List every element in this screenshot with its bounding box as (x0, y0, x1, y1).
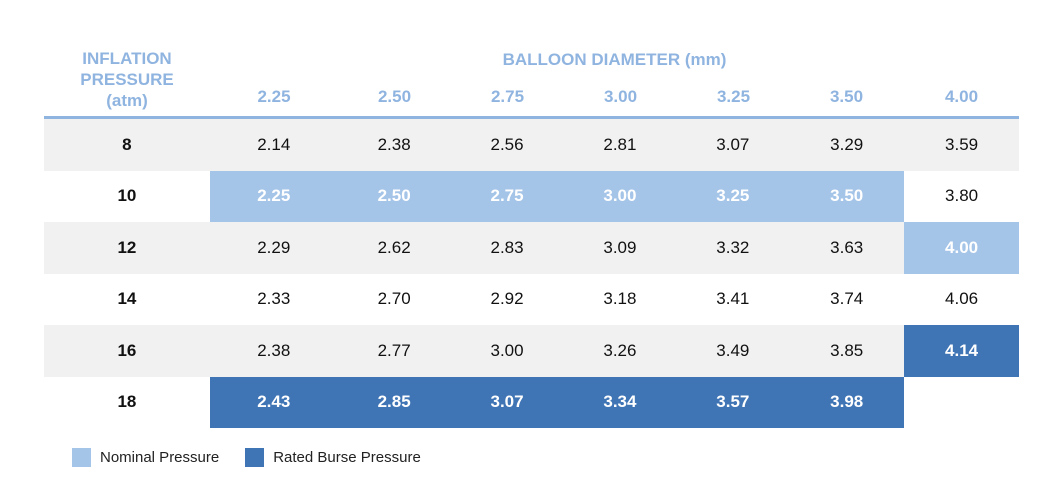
diameter-cell: 2.56 (490, 134, 524, 154)
nominal-swatch (72, 448, 91, 467)
diameter-cell: 3.49 (716, 340, 750, 360)
table-row: 10 2.25 2.50 2.75 3.00 3.25 3.50 3.80 (44, 170, 1019, 222)
diameter-cell: 4.06 (945, 289, 979, 309)
table-row: 16 2.38 2.77 3.00 3.26 3.49 3.85 4.14 (44, 325, 1020, 377)
header-divider (44, 116, 1019, 119)
row-axis-title-line-2: PRESSURE (80, 70, 174, 89)
diameter-cell: 2.70 (377, 289, 411, 309)
pressure-cell: 8 (122, 134, 132, 154)
compliance-table: 8 2.14 2.38 2.56 2.81 3.07 3.29 3.59 10 … (44, 119, 1020, 428)
row-axis-title-line-1: INFLATION (82, 49, 172, 68)
diameter-cell: 3.18 (603, 289, 637, 309)
legend-item-rated-burst: Rated Burse Pressure (245, 448, 421, 467)
diameter-cell: 2.77 (377, 340, 411, 360)
table-row: 12 2.29 2.62 2.83 3.09 3.32 3.63 4.00 (44, 222, 1020, 274)
column-header-diameter: 3.50 (829, 87, 864, 106)
diameter-cell: 2.62 (377, 237, 411, 257)
diameter-cell: 2.33 (257, 289, 291, 309)
diameter-cell: 3.25 (676, 170, 790, 222)
diameter-cell: 2.29 (257, 237, 291, 257)
column-header-diameter: 2.25 (257, 87, 291, 106)
diameter-cell: 2.38 (257, 340, 291, 360)
column-axis-title: BALLOON DIAMETER (mm) (502, 50, 727, 69)
diameter-cell: 4.14 (904, 325, 1020, 377)
diameter-cell: 3.32 (716, 237, 750, 257)
diameter-cell: 2.81 (603, 134, 637, 154)
diameter-cell: 2.85 (337, 376, 451, 428)
diameter-cell: 3.00 (490, 340, 524, 360)
legend-label-nominal: Nominal Pressure (100, 449, 220, 466)
diameter-cell: 3.26 (603, 340, 637, 360)
diameter-cell: 3.57 (676, 376, 790, 428)
table-row: 18 2.43 2.85 3.07 3.34 3.57 3.98 (44, 376, 1020, 428)
table-row: 14 2.33 2.70 2.92 3.18 3.41 3.74 4.06 (44, 274, 1019, 326)
diameter-cell: 2.38 (377, 134, 411, 154)
diameter-cell: 2.14 (257, 134, 291, 154)
diameter-cell: 3.09 (603, 237, 637, 257)
column-header-diameter: 3.25 (716, 87, 751, 106)
diameter-cell: 3.07 (450, 376, 564, 428)
diameter-cell (904, 376, 1020, 428)
diameter-cell: 3.00 (563, 170, 677, 222)
table-row: 8 2.14 2.38 2.56 2.81 3.07 3.29 3.59 (44, 119, 1019, 171)
diameter-cell: 3.80 (945, 186, 979, 206)
diameter-cell: 2.50 (337, 170, 451, 222)
legend-label-rated-burst: Rated Burse Pressure (273, 449, 421, 466)
pressure-cell: 16 (117, 340, 137, 360)
pressure-cell: 14 (117, 289, 137, 309)
diameter-cell: 2.75 (450, 170, 564, 222)
diameter-cell: 3.59 (945, 134, 979, 154)
diameter-cell: 4.00 (904, 222, 1020, 274)
pressure-cell: 18 (117, 392, 137, 412)
diameter-cell: 3.07 (716, 134, 750, 154)
diameter-cell: 3.63 (830, 237, 864, 257)
diameter-cell: 2.92 (490, 289, 524, 309)
pressure-cell: 12 (117, 237, 137, 257)
column-header-diameter: 2.50 (377, 87, 412, 106)
diameter-cell: 3.41 (716, 289, 750, 309)
diameter-cell: 3.34 (563, 376, 677, 428)
diameter-cell: 3.29 (830, 134, 864, 154)
diameter-cell: 3.74 (830, 289, 864, 309)
legend: Nominal Pressure Rated Burse Pressure (72, 448, 421, 467)
diameter-cell: 2.83 (490, 237, 524, 257)
diameter-cell: 2.25 (209, 170, 338, 222)
diameter-cell: 3.98 (789, 376, 905, 428)
column-header-diameter: 4.00 (944, 87, 979, 106)
rated-burst-swatch (245, 448, 265, 467)
column-header-diameter: 3.00 (603, 87, 638, 106)
legend-item-nominal: Nominal Pressure (72, 448, 219, 467)
row-axis-title-line-3: (atm) (106, 91, 148, 110)
column-header-diameter: 2.75 (490, 87, 525, 106)
diameter-cell: 3.85 (830, 340, 864, 360)
row-axis-title: INFLATION PRESSURE (atm) (44, 48, 210, 111)
pressure-cell: 10 (117, 186, 137, 206)
diameter-cell: 3.50 (789, 170, 905, 222)
diameter-cell: 2.43 (209, 376, 338, 428)
